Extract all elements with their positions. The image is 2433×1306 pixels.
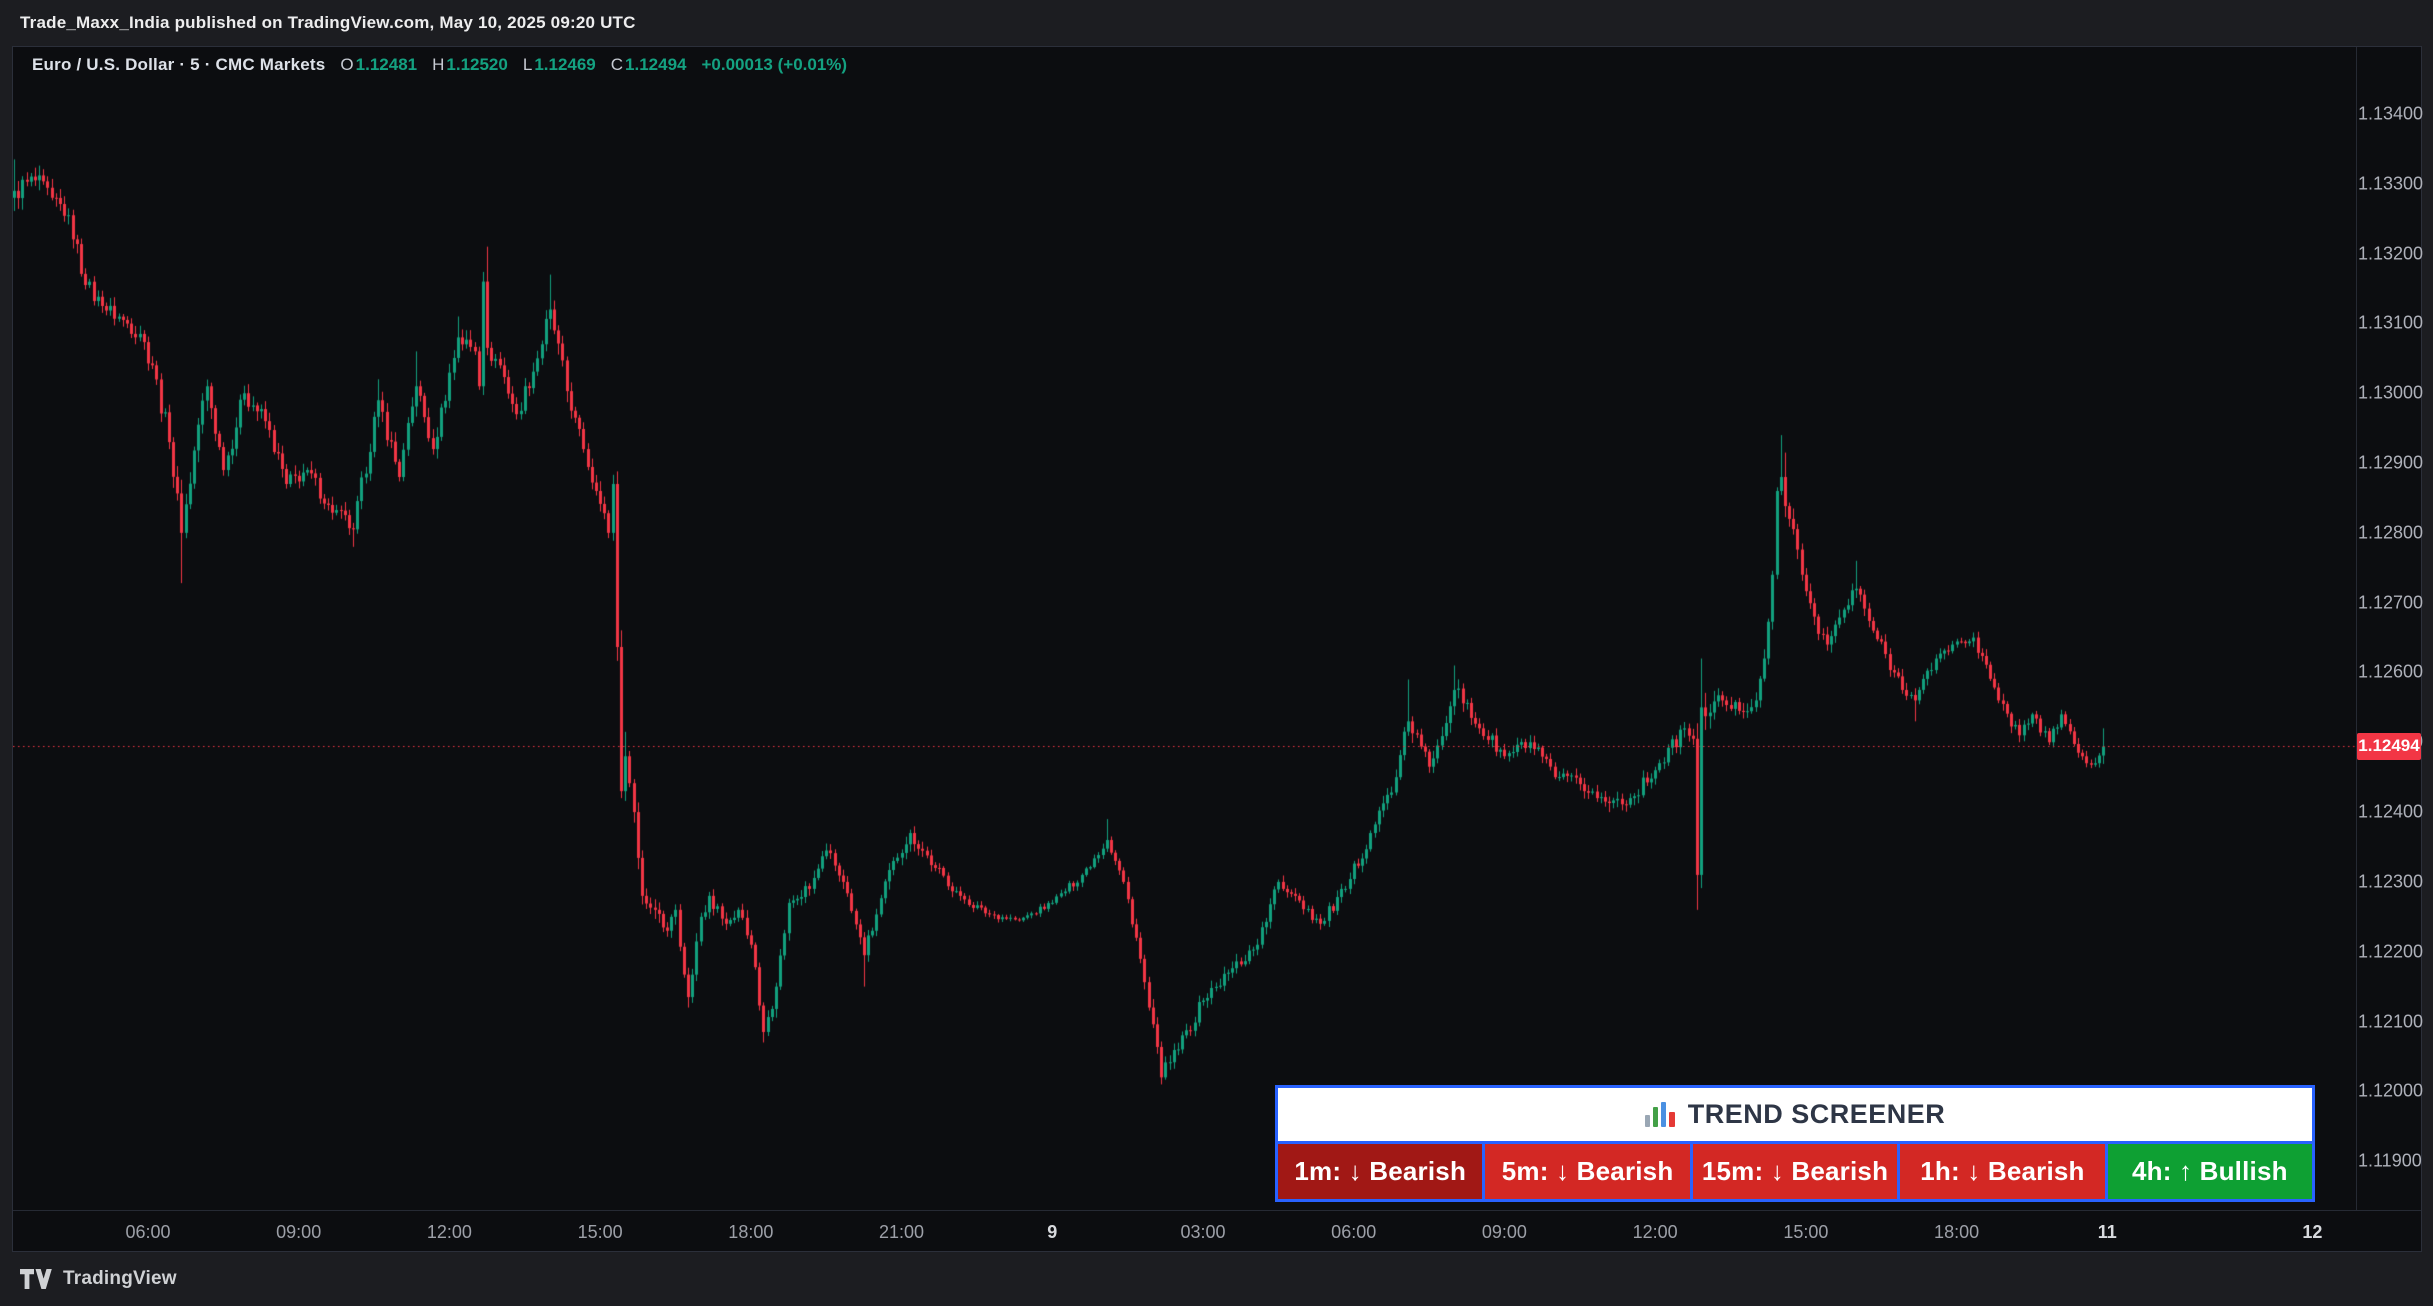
trend-screener-cell-4h: 4h: ↑ Bullish [2107,1144,2313,1199]
price-axis-label: 1.12000 [2358,1080,2424,1101]
price-axis-label: 1.13000 [2358,382,2424,403]
price-axis-label: 1.13400 [2358,103,2424,124]
last-price-tag: 1.12494 [2357,732,2421,760]
bar-chart-icon [1644,1101,1675,1128]
time-axis-label: 12 [2302,1222,2323,1242]
ohlc-open: O 1.12481 [340,55,418,74]
trend-screener-title: TREND SCREENER [1687,1099,1946,1129]
price-axis-label: 1.11900 [2358,1150,2422,1171]
candlestick-canvas[interactable] [13,47,2356,1210]
time-axis-label: 11 [2097,1222,2117,1242]
trend-screener-panel: TREND SCREENER 1m: ↓ Bearish 5m: ↓ Bearis… [1275,1085,2315,1202]
price-axis-label: 1.12300 [2358,871,2424,892]
time-axis-separator [13,1210,2421,1211]
time-axis-label: 18:00 [1934,1222,1980,1242]
time-axis-label: 09:00 [1481,1222,1527,1242]
attribution-text: Trade_Maxx_India published on TradingVie… [20,13,636,32]
price-axis-label: 1.12400 [2358,801,2424,822]
time-axis-label: 15:00 [1783,1222,1829,1242]
price-axis-separator [2356,47,2357,1210]
time-axis-label: 21:00 [879,1222,925,1242]
time-axis-label: 09:00 [276,1222,322,1242]
trend-screener-cell-5m: 5m: ↓ Bearish [1485,1144,1690,1199]
price-axis-label: 1.12900 [2358,452,2424,473]
price-axis-label: 1.13200 [2358,243,2424,264]
time-axis-label: 06:00 [125,1222,171,1242]
time-axis-label: 9 [1047,1222,1058,1242]
price-axis-label: 1.13300 [2358,173,2424,194]
trend-screener-cell-1m: 1m: ↓ Bearish [1278,1144,1483,1199]
trend-screener-cells: 1m: ↓ Bearish 5m: ↓ Bearish 15m: ↓ Bearish… [1278,1144,2313,1199]
time-axis-label: 15:00 [577,1222,623,1242]
price-axis-label: 1.13100 [2358,312,2424,333]
price-axis-label: 1.12800 [2358,522,2424,543]
ohlc-close: C 1.12494 [610,55,687,74]
symbol-header: Euro / U.S. Dollar · 5 · CMC Markets O 1.… [32,54,847,76]
trend-screener-cell-1h: 1h: ↓ Bearish [1900,1144,2105,1199]
trend-screener-cell-15m: 15m: ↓ Bearish [1692,1144,1898,1199]
price-axis-label: 1.12600 [2358,661,2424,682]
price-axis-label: 1.12700 [2358,592,2424,613]
tradingview-logo-icon[interactable] [20,1269,53,1289]
time-axis-label: 03:00 [1180,1222,1226,1242]
price-axis-label: 1.12200 [2358,941,2424,962]
time-axis-label: 18:00 [728,1222,774,1242]
price-change: +0.00013 (+0.01%) [701,55,848,74]
tradingview-logo-text[interactable]: TradingView [63,1268,177,1289]
trend-screener-header: TREND SCREENER [1278,1088,2312,1141]
price-axis-label: 1.12100 [2358,1011,2424,1032]
time-axis-label: 06:00 [1331,1222,1377,1242]
symbol-title: Euro / U.S. Dollar · 5 · CMC Markets [32,55,326,74]
ohlc-low: L 1.12469 [522,55,596,74]
footer-bar: TradingView [0,1252,2433,1306]
attribution-bar: Trade_Maxx_India published on TradingVie… [0,0,2433,46]
time-axis-label: 12:00 [426,1222,472,1242]
ohlc-high: H 1.12520 [432,55,508,74]
time-axis-label: 12:00 [1632,1222,1678,1242]
